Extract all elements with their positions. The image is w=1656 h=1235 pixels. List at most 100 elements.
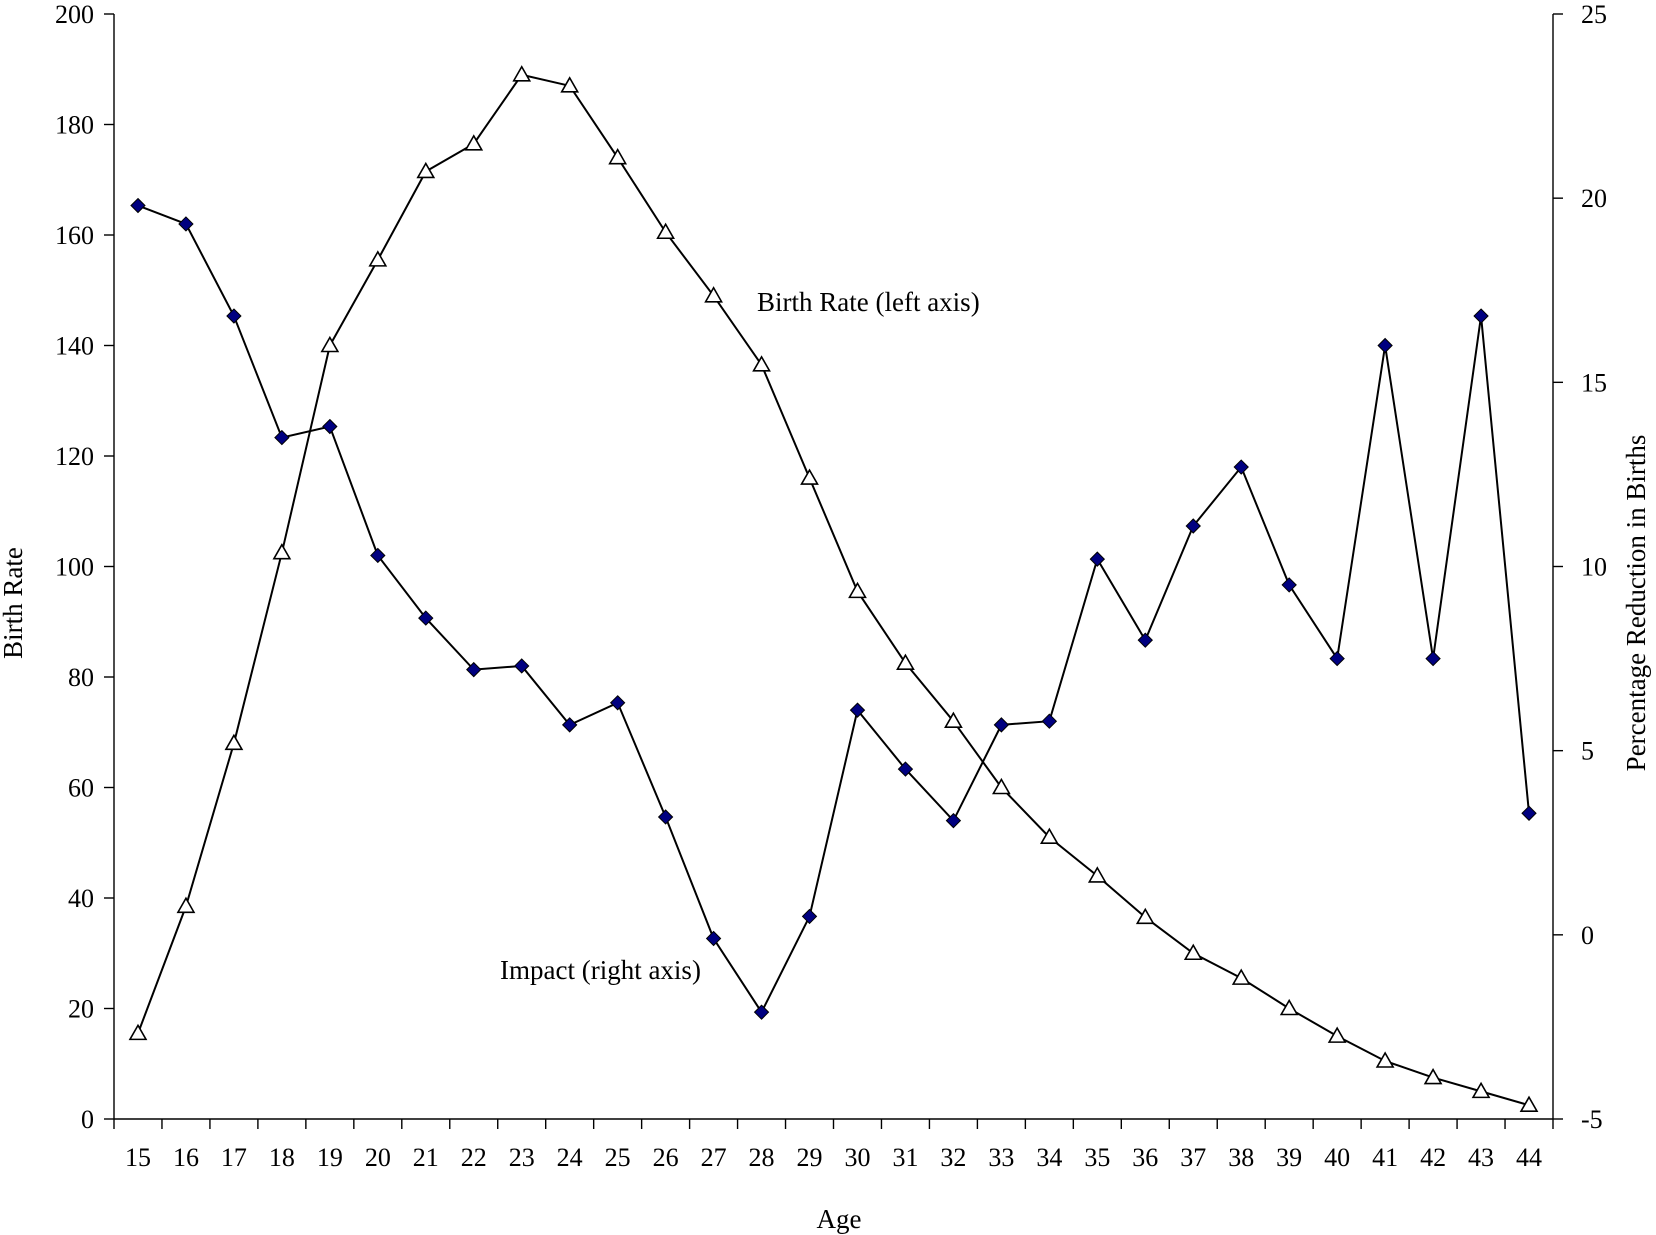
left-tick-label: 160 [55, 221, 94, 250]
left-tick-label: 120 [55, 442, 94, 471]
x-tick-label: 42 [1420, 1143, 1446, 1172]
left-tick-label: 180 [55, 111, 94, 140]
x-tick-label: 19 [317, 1143, 343, 1172]
birth-rate-point [560, 76, 580, 93]
birth-rate-point [1519, 1095, 1539, 1112]
impact-point [370, 547, 386, 564]
impact-point [753, 1004, 770, 1020]
x-tick-label: 34 [1036, 1143, 1062, 1172]
x-tick-label: 38 [1228, 1143, 1254, 1172]
x-tick-label: 43 [1468, 1143, 1494, 1172]
birth-rate-point [512, 65, 532, 82]
birth-rate-point [704, 286, 723, 303]
right-tick-label: 20 [1581, 184, 1607, 213]
birth-rate-point [1039, 827, 1059, 845]
impact-point [705, 930, 722, 947]
x-tick-label: 16 [173, 1143, 199, 1172]
birth-rate-point [752, 355, 771, 372]
left-axis-title: Birth Rate [0, 547, 28, 659]
annotation-impact: Impact (right axis) [500, 955, 701, 985]
birth-rate-point [992, 777, 1011, 795]
impact-point [1185, 518, 1201, 534]
impact-point [514, 658, 530, 674]
x-axis-title: Age [817, 1204, 862, 1234]
x-tick-label: 17 [221, 1143, 247, 1172]
annotation-birth-rate: Birth Rate (left axis) [757, 287, 980, 317]
birth-rate-point [1279, 998, 1299, 1016]
x-tick-label: 29 [797, 1143, 823, 1172]
x-tick-label: 30 [844, 1143, 870, 1172]
impact-point [1089, 551, 1106, 567]
birth-rate-point [1471, 1081, 1491, 1099]
x-tick-label: 31 [892, 1143, 918, 1172]
birth-rate-point [464, 134, 484, 151]
birth-rate-point [1135, 907, 1155, 925]
right-tick-label: 0 [1581, 921, 1594, 950]
right-tick-label: 15 [1581, 368, 1607, 397]
x-tick-label: 40 [1324, 1143, 1350, 1172]
x-tick-label: 35 [1084, 1143, 1110, 1172]
birth-rate-point [1327, 1026, 1347, 1043]
birth-rate-point [176, 896, 196, 914]
impact-point [657, 809, 674, 825]
left-tick-label: 60 [68, 774, 94, 803]
x-tick-label: 39 [1276, 1143, 1302, 1172]
right-tick-label: 5 [1581, 737, 1594, 766]
impact-point [418, 610, 434, 626]
x-tick-label: 44 [1516, 1143, 1542, 1172]
right-axis-title: Percentage Reduction in Births [1621, 435, 1651, 772]
axes: 0 20 40 60 80 100 120 140 160 180 200 -5 0 5 10 15 20 25 1… [55, 0, 1607, 1172]
x-tick-label: 32 [940, 1143, 966, 1172]
impact-point [1521, 805, 1537, 821]
x-tick-label: 22 [461, 1143, 487, 1172]
left-tick-label: 0 [81, 1105, 94, 1134]
impact-point [274, 429, 290, 446]
birth-rate-point [1231, 968, 1251, 985]
right-tick-label: 25 [1581, 0, 1607, 29]
x-tick-label: 36 [1132, 1143, 1158, 1172]
left-tick-label: 20 [68, 995, 94, 1024]
impact-point [945, 812, 962, 829]
impact-point [226, 308, 242, 324]
x-tick-label: 24 [557, 1143, 583, 1172]
impact-point [1473, 308, 1489, 324]
x-tick-label: 37 [1180, 1143, 1206, 1172]
left-tick-label: 140 [55, 332, 94, 361]
left-tick-label: 80 [68, 663, 94, 692]
impact-point [1329, 650, 1345, 667]
x-tick-label: 27 [701, 1143, 727, 1172]
x-tick-label: 41 [1372, 1143, 1398, 1172]
x-tick-label: 26 [653, 1143, 679, 1172]
impact-point [130, 197, 146, 214]
impact-point [801, 908, 818, 925]
birth-rate-point [1375, 1051, 1395, 1068]
impact-point [322, 418, 338, 435]
impact-point [1137, 632, 1153, 648]
impact-point [561, 717, 578, 733]
birth-rate-point [848, 581, 867, 599]
x-tick-label: 15 [125, 1143, 151, 1172]
impact-point [609, 695, 626, 711]
x-tick-label: 25 [605, 1143, 631, 1172]
impact-point [1041, 713, 1058, 729]
impact-line [137, 204, 1531, 1015]
birth-rate-point [608, 148, 628, 165]
right-tick-label: -5 [1581, 1105, 1603, 1134]
impact-point [1377, 337, 1393, 354]
birth-rate-line [137, 73, 1530, 1107]
left-tick-label: 100 [55, 553, 94, 582]
impact-series [130, 197, 1537, 1020]
birth-rate-point [128, 1023, 148, 1041]
birth-rate-point [656, 222, 675, 240]
birth-rate-point [1087, 866, 1107, 883]
impact-point [178, 216, 194, 232]
birth-rate-point [368, 250, 388, 267]
birth-rate-point [320, 335, 340, 353]
birth-rate-series [128, 65, 1539, 1112]
impact-point [897, 761, 914, 777]
x-tick-label: 28 [749, 1143, 775, 1172]
birth-rate-point [944, 711, 963, 729]
impact-point [1233, 459, 1249, 475]
impact-point [1425, 650, 1441, 667]
